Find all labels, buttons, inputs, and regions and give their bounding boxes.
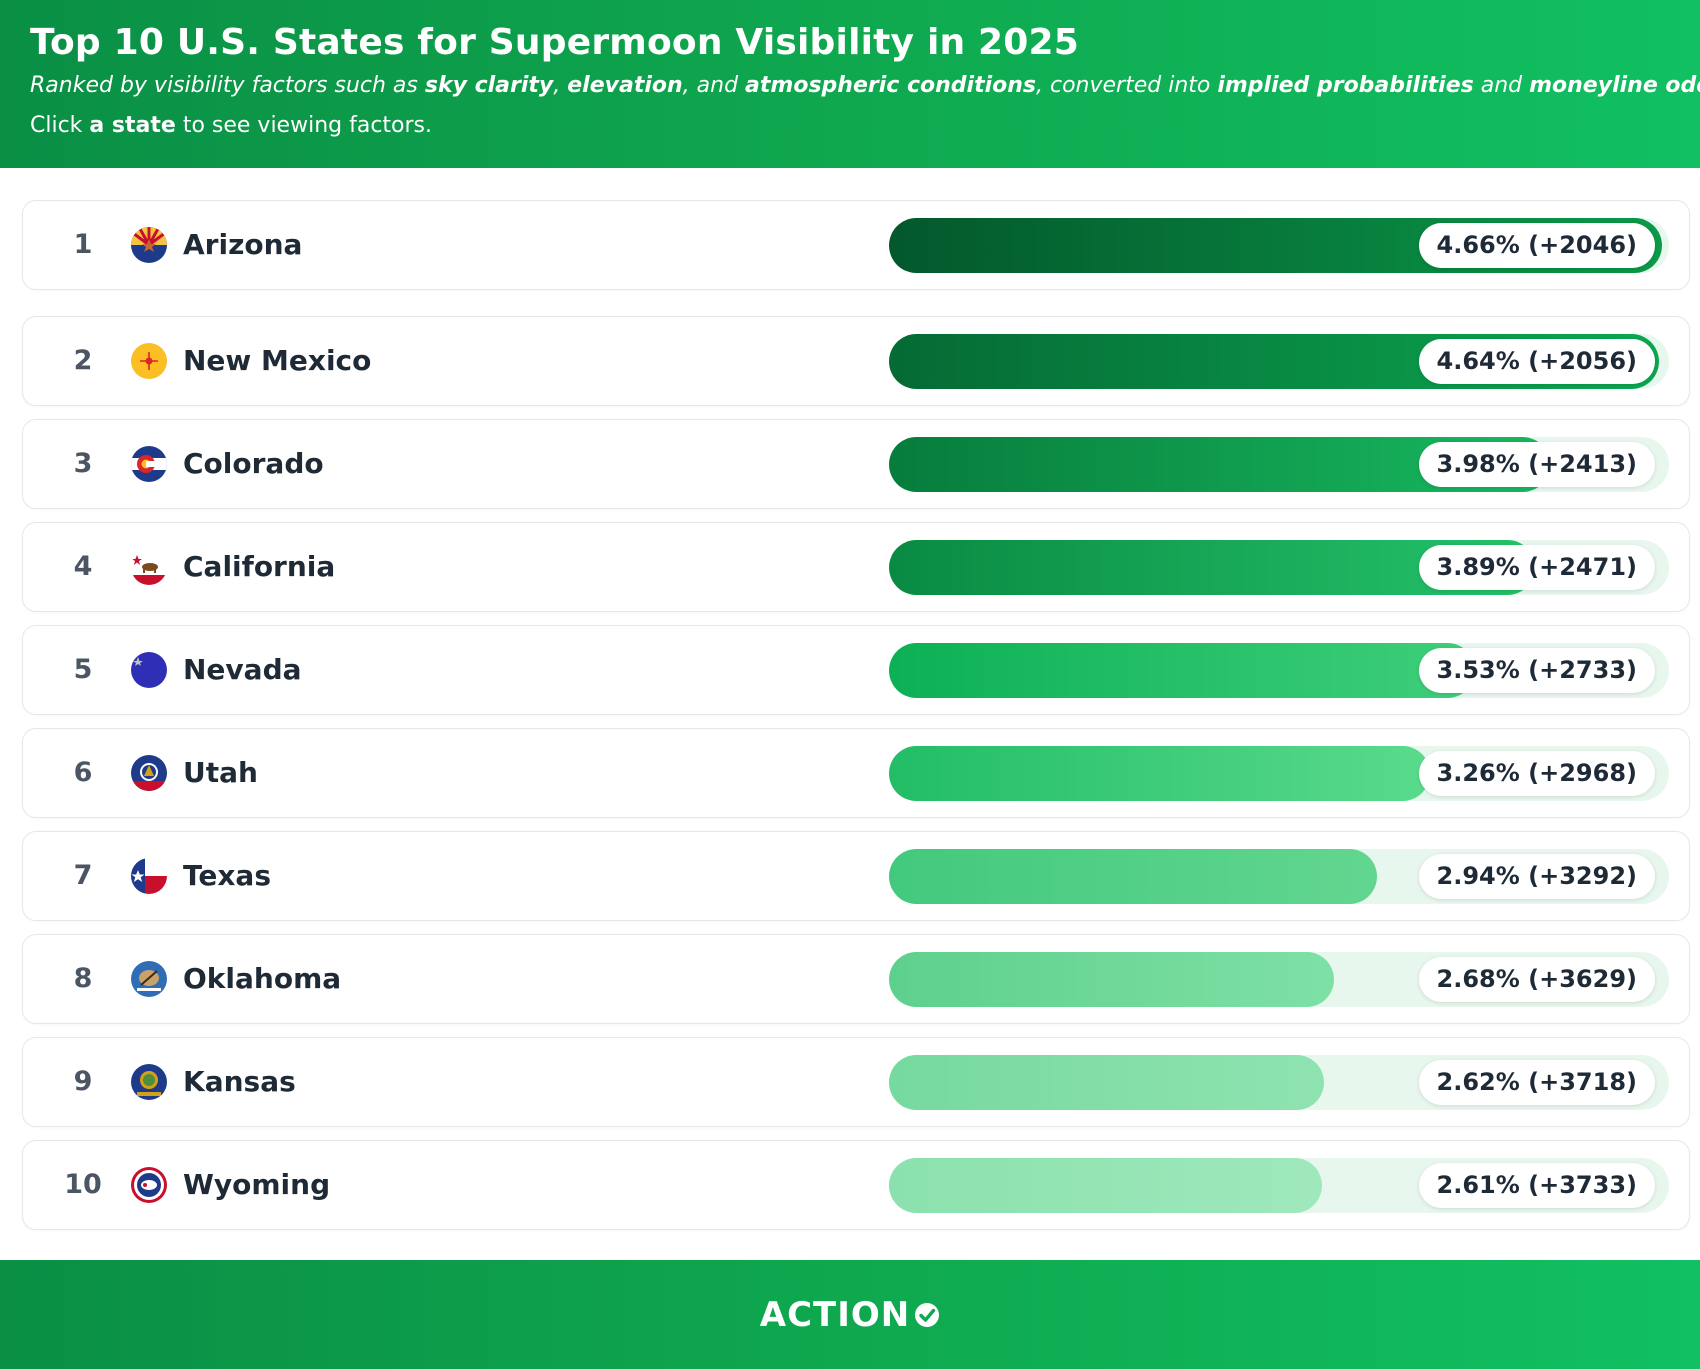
- footer-banner: ACTION: [0, 1260, 1700, 1369]
- bar-track: 2.68% (+3629): [889, 952, 1669, 1007]
- state-row-colorado[interactable]: 3 Colorado 3.98% (+2413): [22, 419, 1690, 509]
- state-name: Oklahoma: [183, 962, 342, 995]
- value-label-text: 2.61% (+3733): [1436, 1171, 1637, 1199]
- value-label: 3.53% (+2733): [1418, 648, 1655, 693]
- value-label-text: 3.98% (+2413): [1436, 450, 1637, 478]
- value-label: 2.62% (+3718): [1418, 1060, 1655, 1105]
- bar-track: 3.53% (+2733): [889, 643, 1669, 698]
- value-label: 3.89% (+2471): [1418, 545, 1655, 590]
- state-row-texas[interactable]: 7 Texas 2.94% (+3292): [22, 831, 1690, 921]
- state-name: Colorado: [183, 447, 324, 480]
- emphasis-text: atmospheric conditions: [745, 73, 1036, 98]
- state-row-nevada[interactable]: 5 Nevada 3.53% (+2733): [22, 625, 1690, 715]
- value-label-text: 2.94% (+3292): [1436, 862, 1637, 890]
- emphasis-text: a state: [89, 113, 176, 138]
- bar-track: 2.61% (+3733): [889, 1158, 1669, 1213]
- state-name: Texas: [183, 859, 271, 892]
- bar-kansas: [889, 1055, 1324, 1110]
- action-logo[interactable]: ACTION: [0, 1260, 1700, 1369]
- state-name: Nevada: [183, 653, 302, 686]
- plain-text: to see viewing factors.: [175, 113, 433, 138]
- plain-text: ,: [553, 73, 568, 98]
- bar-track: 3.89% (+2471): [889, 540, 1669, 595]
- texas-flag-icon: [131, 858, 167, 894]
- rank-number: 3: [73, 448, 93, 479]
- arizona-flag-icon: [131, 227, 167, 263]
- value-label: 3.98% (+2413): [1418, 442, 1655, 487]
- rank-number: 9: [73, 1066, 93, 1097]
- value-label-text: 3.53% (+2733): [1436, 656, 1637, 684]
- bar-track: 3.98% (+2413): [889, 437, 1669, 492]
- emphasis-text: sky clarity: [424, 73, 554, 98]
- bar-wyoming: [889, 1158, 1323, 1213]
- plain-text: Click: [30, 113, 90, 138]
- bar-nevada: [889, 643, 1475, 698]
- state-row-oklahoma[interactable]: 8 Oklahoma 2.68% (+3629): [22, 934, 1690, 1024]
- state-name: Arizona: [183, 228, 303, 261]
- value-label: 2.61% (+3733): [1418, 1163, 1655, 1208]
- rank-number: 6: [73, 757, 93, 788]
- plain-text: and: [1473, 73, 1530, 98]
- kansas-flag-icon: [131, 1064, 167, 1100]
- california-flag-icon: [131, 549, 167, 585]
- value-label-text: 2.68% (+3629): [1436, 965, 1637, 993]
- state-row-kansas[interactable]: 9 Kansas 2.62% (+3718): [22, 1037, 1690, 1127]
- rank-number: 10: [64, 1169, 102, 1200]
- bar-track: 4.64% (+2056): [889, 334, 1669, 389]
- emphasis-text: elevation: [567, 73, 683, 98]
- rank-number: 5: [73, 654, 93, 685]
- bar-oklahoma: [889, 952, 1334, 1007]
- state-row-arizona[interactable]: 1 Arizona 4.66% (+2046): [22, 200, 1690, 290]
- value-label: 4.66% (+2046): [1418, 223, 1655, 268]
- utah-flag-icon: [131, 755, 167, 791]
- value-label: 2.68% (+3629): [1418, 957, 1655, 1002]
- value-label: 4.64% (+2056): [1418, 339, 1655, 384]
- value-label-text: 3.89% (+2471): [1436, 553, 1637, 581]
- value-label-text: 2.62% (+3718): [1436, 1068, 1637, 1096]
- plain-text: , converted into: [1036, 73, 1218, 98]
- bar-track: 2.62% (+3718): [889, 1055, 1669, 1110]
- header-banner: Top 10 U.S. States for Supermoon Visibil…: [0, 0, 1700, 168]
- state-name: Utah: [183, 756, 258, 789]
- value-label: 2.94% (+3292): [1418, 854, 1655, 899]
- plain-text: Ranked by visibility factors such as: [30, 73, 425, 98]
- value-label-text: 3.26% (+2968): [1436, 759, 1637, 787]
- wyoming-flag-icon: [131, 1167, 167, 1203]
- new-mexico-flag-icon: [131, 343, 167, 379]
- value-label-text: 4.66% (+2046): [1436, 231, 1637, 259]
- bar-utah: [889, 746, 1431, 801]
- state-name: California: [183, 550, 336, 583]
- value-label-text: 4.64% (+2056): [1436, 347, 1637, 375]
- rank-number: 8: [73, 963, 93, 994]
- instruction-text: Click a state to see viewing factors.: [30, 110, 1670, 142]
- colorado-flag-icon: [131, 446, 167, 482]
- rank-number: 7: [73, 860, 93, 891]
- bar-texas: [889, 849, 1377, 904]
- emphasis-text: implied probabilities: [1217, 73, 1474, 98]
- state-row-utah[interactable]: 6 Utah 3.26% (+2968): [22, 728, 1690, 818]
- state-row-california[interactable]: 4 California 3.89% (+2471): [22, 522, 1690, 612]
- state-row-new-mexico[interactable]: 2 New Mexico 4.64% (+2056): [22, 316, 1690, 406]
- logo-text: ACTION: [759, 1294, 911, 1335]
- page-title: Top 10 U.S. States for Supermoon Visibil…: [30, 22, 1080, 63]
- plain-text: , and: [682, 73, 746, 98]
- state-name: Wyoming: [183, 1168, 331, 1201]
- page-subtitle: Ranked by visibility factors such as sky…: [30, 70, 1700, 102]
- bar-track: 2.94% (+3292): [889, 849, 1669, 904]
- nevada-flag-icon: [131, 652, 167, 688]
- checkmark-icon: [915, 1302, 940, 1327]
- emphasis-text: moneyline odds: [1529, 73, 1700, 98]
- rank-number: 4: [73, 551, 93, 582]
- rank-number: 1: [73, 229, 93, 260]
- oklahoma-flag-icon: [131, 961, 167, 997]
- bar-track: 4.66% (+2046): [889, 218, 1669, 273]
- state-name: Kansas: [183, 1065, 296, 1098]
- value-label: 3.26% (+2968): [1418, 751, 1655, 796]
- state-name: New Mexico: [183, 344, 372, 377]
- rank-number: 2: [73, 345, 93, 376]
- bar-track: 3.26% (+2968): [889, 746, 1669, 801]
- state-row-wyoming[interactable]: 10 Wyoming 2.61% (+3733): [22, 1140, 1690, 1230]
